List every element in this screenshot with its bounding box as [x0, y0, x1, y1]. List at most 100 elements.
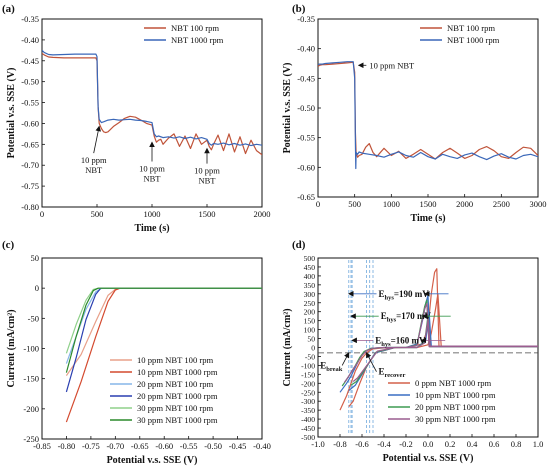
- panel-b-series-1: [318, 61, 538, 170]
- panel-c-ylabel: Current (mA/cm²): [6, 309, 17, 387]
- panel-c-ytick-label: 50: [31, 253, 40, 263]
- panel-d-xtick-label: 0.0: [423, 439, 434, 449]
- panel-a-ytick-label: -0.55: [21, 98, 39, 108]
- panel-c-legend-entry: 30 ppm NBT 1000 rpm: [137, 415, 218, 425]
- panel-c-xtick-label: -0.60: [155, 441, 173, 451]
- panel-b-xtick-label: 500: [348, 199, 361, 209]
- panel-a-ytick-label: -0.70: [21, 160, 39, 170]
- panel-b-ytick-label: -0.40: [297, 44, 315, 54]
- panel-a-xtick-label: 2000: [254, 209, 271, 219]
- panel-c-legend-entry: 30 ppm NBT 100 rpm: [137, 403, 214, 413]
- panel-d-annotation-1: Ehys=170 mV: [350, 311, 451, 324]
- panel-d-ytick-label: -100: [301, 361, 315, 370]
- panel-c: (c) -250 -200 -150 -100 -50 0 50 -0.85 -0.80 -0.75…: [2, 239, 271, 466]
- panel-a-ytick-label: -0.50: [21, 77, 39, 87]
- panel-d-annotation-3: Ebreak: [320, 352, 350, 373]
- panel-d-xtick-label: 0.4: [467, 439, 478, 449]
- panel-c-xtick-label: -0.50: [204, 441, 222, 451]
- panel-b-ytick-label: -0.55: [297, 133, 315, 143]
- panel-d-xtick-label: -1.0: [311, 439, 324, 449]
- panel-c-ytick-label: -100: [23, 344, 39, 354]
- panel-c-xlabel: Potential v.s. SSE (V): [107, 455, 198, 466]
- panel-a-annotation-text: NBT: [144, 173, 162, 183]
- panel-b-xtick-label: 2000: [456, 199, 473, 209]
- panel-d-annotation-4: Erecover: [366, 352, 406, 380]
- panel-b-xtick-label: 0: [316, 199, 320, 209]
- panel-a-legend: NBT 100 rpm NBT 1000 rpm: [144, 23, 224, 45]
- panel-c-ytick-label: -250: [23, 434, 39, 444]
- panel-a-annotation-text: NBT: [85, 165, 103, 175]
- panel-d-annotation-text: Ehys=190 mV: [379, 289, 430, 302]
- panel-c-xtick-label: -0.45: [229, 441, 247, 451]
- panel-c-xtick-label: -0.55: [180, 441, 198, 451]
- panel-d-xtick-label: -0.8: [333, 439, 346, 449]
- panel-a-series-group: [42, 49, 262, 156]
- panel-d-ytick-label: -50: [305, 352, 315, 361]
- panel-d-ytick-label: 100: [304, 326, 316, 335]
- panel-c-legend: 10 ppm NBT 100 rpm 10 ppm NBT 1000 rpm 20 …: [110, 355, 218, 425]
- panel-b-ytick-label: -0.50: [297, 103, 315, 113]
- panel-a-annotation-text: 10 ppm: [139, 163, 165, 173]
- panel-a-xtick-label: 1500: [199, 209, 216, 219]
- panel-b-ytick-label: -0.45: [297, 73, 315, 83]
- panel-c-label: (c): [2, 239, 15, 251]
- panel-d-ytick-label: -250: [301, 388, 315, 397]
- panel-a-ytick-label: -0.75: [21, 181, 39, 191]
- panel-d-ytick-label: 450: [304, 263, 316, 272]
- panel-d-ytick-label: 150: [304, 317, 316, 326]
- panel-d-series-0: [339, 268, 538, 411]
- panel-b-annotation-text: 10 ppm NBT: [369, 60, 415, 70]
- panel-d-ylabel: Current (mA/cm²): [282, 308, 293, 386]
- panel-a-annotation-text: NBT: [199, 176, 217, 186]
- panel-a-series-1: [42, 49, 262, 147]
- panel-b: (b) -0.65 -0.60 -0.55 -0.50 -0.45 -0.40 -0.35 0 5…: [282, 3, 547, 224]
- panel-b-series-group: [318, 61, 538, 170]
- panel-a: (a) -0.80 -0.75 -0.70 -0.65 -0.60 -0.55 -0.50 -0…: [2, 3, 271, 234]
- panel-d-annotation-arrow: [366, 352, 377, 372]
- panel-d-ytick-label: 400: [304, 272, 316, 281]
- panel-d: (d)-500-450-400-350-300-250-200-150-100-…: [282, 239, 543, 464]
- panel-a-xtick-label: 0: [40, 209, 44, 219]
- panel-a-ytick-label: -0.40: [21, 35, 39, 45]
- panel-b-legend: NBT 100 rpm NBT 1000 rpm: [420, 23, 500, 45]
- panel-c-legend-entry: 20 ppm NBT 1000 rpm: [137, 391, 218, 401]
- panel-d-ytick-label: 300: [304, 290, 316, 299]
- panel-b-frame: [317, 18, 539, 198]
- panel-d-annotation-text: Ebreak: [320, 360, 343, 373]
- panel-a-legend-entry: NBT 1000 rpm: [171, 35, 224, 45]
- panel-c-legend-entry: 10 ppm NBT 100 rpm: [137, 355, 214, 365]
- panel-d-xtick-label: -0.6: [355, 439, 368, 449]
- panel-d-ytick-label: -300: [301, 397, 315, 406]
- panel-d-annotation-arrow: [341, 352, 350, 366]
- panel-d-series-group: [339, 268, 538, 411]
- panel-d-ytick-label: 200: [304, 308, 316, 317]
- panel-a-ytick-label: -0.60: [21, 118, 39, 128]
- panel-d-ytick-label: -500: [301, 433, 315, 442]
- panel-d-legend-entry: 10 ppm NBT 1000 rpm: [415, 390, 496, 400]
- panel-a-xlabel: Time (s): [134, 223, 169, 234]
- panel-d-annotation-text: Erecover: [379, 367, 406, 380]
- panel-a-xtick-label: 1000: [144, 209, 161, 219]
- panel-c-ytick-label: -150: [23, 374, 39, 384]
- panel-c-xtick-label: -0.75: [82, 441, 100, 451]
- panel-b-series-0: [318, 61, 538, 160]
- panel-d-annotation-2: Ehys=160 mV: [351, 335, 446, 348]
- panel-c-xtick-label: -0.65: [131, 441, 149, 451]
- panel-a-annotation-text: 10 ppm: [194, 166, 220, 176]
- panel-d-legend: 0 ppm NBT 1000 rpm 10 ppm NBT 1000 rpm 20 …: [388, 378, 496, 424]
- panel-a-label: (a): [2, 3, 15, 15]
- panel-a-ylabel: Potential v.s. SSE (V): [6, 68, 17, 159]
- panel-c-series-5: [65, 287, 262, 373]
- panel-c-legend-entry: 10 ppm NBT 1000 rpm: [137, 367, 218, 377]
- panel-a-xtick-label: 500: [91, 209, 104, 219]
- panel-d-ytick-label: -200: [301, 379, 315, 388]
- panel-c-series-group: [65, 287, 262, 423]
- panel-d-legend-entry: 30 ppm NBT 1000 rpm: [415, 414, 496, 424]
- panel-a-annotation-text: 10 ppm: [81, 155, 107, 165]
- panel-a-ytick-label: -0.80: [21, 202, 39, 212]
- panel-c-series-2: [65, 287, 262, 364]
- panel-c-ytick-label: -50: [28, 313, 39, 323]
- panel-b-xlabel: Time (s): [410, 213, 445, 224]
